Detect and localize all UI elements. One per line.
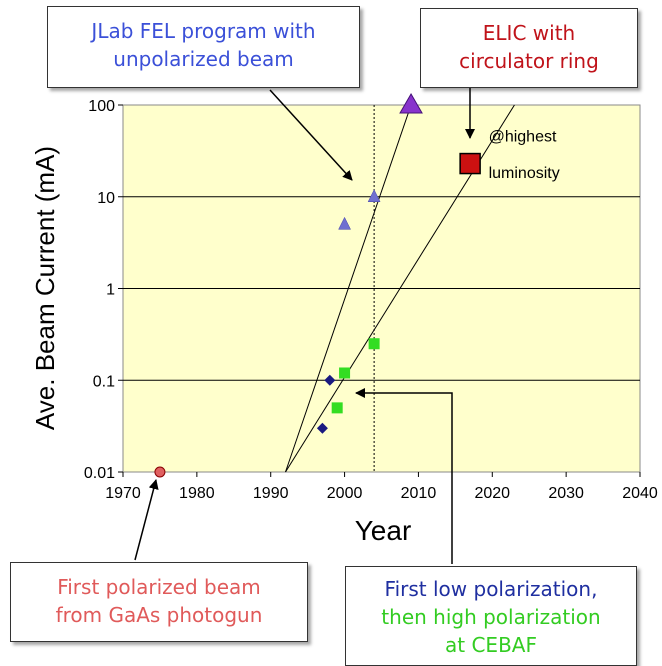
data-point-circle <box>154 466 166 478</box>
x-tick-label: 2030 <box>548 485 584 502</box>
y-tick-label: 0.1 <box>93 373 115 390</box>
annotation-label: @highest <box>489 129 557 146</box>
data-point-diamond <box>316 422 328 434</box>
arrow-jlab <box>269 89 353 181</box>
callout-jlab-line-2: unpolarized beam <box>113 47 294 71</box>
callout-elic-line-1: ELIC with <box>482 21 576 45</box>
callout-elic-line-2: circulator ring <box>459 49 599 73</box>
data-point-triangle <box>367 189 381 202</box>
data-point-triangle-large <box>399 93 423 114</box>
y-axis-label: Ave. Beam Current (mA) <box>30 146 60 430</box>
x-tick-label: 1980 <box>179 485 215 502</box>
data-point-square-large <box>459 152 481 175</box>
data-point-diamond <box>324 374 336 386</box>
arrow-first-polarized <box>134 479 159 561</box>
x-tick-label: 2020 <box>474 485 510 502</box>
data-point-square <box>368 338 380 350</box>
callout-first-line-1: First polarized beam <box>57 575 261 599</box>
x-tick-label: 1990 <box>253 485 289 502</box>
arrow-low-polarization <box>355 388 453 564</box>
y-tick-label: 10 <box>97 190 115 207</box>
y-tick-label: 100 <box>88 98 115 115</box>
x-tick-label: 1970 <box>105 485 141 502</box>
x-tick-label: 2010 <box>401 485 437 502</box>
x-axis-label: Year <box>355 515 412 546</box>
y-tick-label: 0.01 <box>84 465 115 482</box>
callout-low-polarization: First low polarization, then high polari… <box>345 566 637 666</box>
callout-low-line-2: then high polarization <box>381 605 601 629</box>
data-point-square <box>331 402 343 414</box>
trend-line <box>285 104 412 473</box>
callout-elic: ELIC with circulator ring <box>420 8 638 88</box>
callout-low-line-3: at CEBAF <box>445 633 537 657</box>
annotation-label: luminosity <box>489 165 560 182</box>
callout-jlab-fel: JLab FEL program with unpolarized beam <box>47 6 360 88</box>
y-tick-label: 1 <box>106 282 115 299</box>
callout-first-polarized: First polarized beam from GaAs photogun <box>10 562 308 642</box>
callout-jlab-line-1: JLab FEL program with <box>91 19 316 43</box>
data-point-triangle <box>338 216 351 230</box>
data-point-square <box>339 367 351 379</box>
x-tick-label: 2040 <box>622 485 658 502</box>
x-tick-label: 2000 <box>327 485 363 502</box>
callout-low-line-1: First low polarization, <box>384 577 598 601</box>
callout-first-line-2: from GaAs photogun <box>55 603 263 627</box>
